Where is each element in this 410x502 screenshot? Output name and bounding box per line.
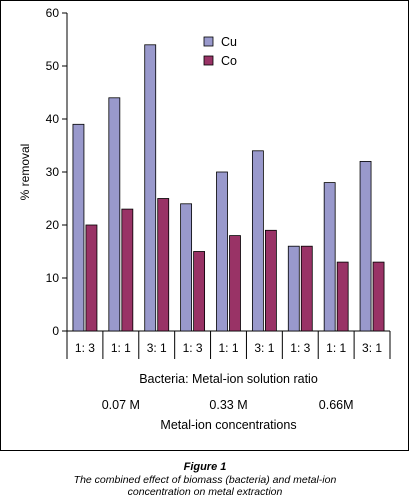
category-label: 1: 1 [218,341,238,355]
y-tick-label: 10 [46,271,60,285]
y-tick-label: 40 [46,112,60,126]
bar-cu [251,150,264,332]
bar-co [85,224,98,332]
category-label: 3: 1 [362,341,382,355]
bar-co [336,261,349,332]
y-tick-label: 20 [46,218,60,232]
chart-frame: 0 10 20 30 40 50 60 % removal 1: 3 1: 1 3: 1 1: 3 1:… [0,0,409,451]
bar-co [372,261,385,332]
legend-swatch-cu [203,36,214,47]
legend-label-co: Co [221,54,237,68]
bars-layer [72,44,385,332]
bar-co [157,198,170,332]
bar-co [121,208,134,332]
y-tick-label: 60 [46,6,60,20]
y-tick-label: 50 [46,59,60,73]
bar-co [229,235,241,332]
axes-layer [62,12,391,359]
category-label: 1: 1 [326,341,346,355]
bar-cu [180,203,193,332]
bar-chart: 0 10 20 30 40 50 60 % removal 1: 3 1: 1 3: 1 1: 3 1:… [18,6,391,432]
category-label: 1: 3 [183,341,203,355]
x-axis-label: Bacteria: Metal-ion solution ratio [139,372,318,386]
bar-cu [216,171,228,332]
bar-cu [359,160,372,332]
y-tick-label: 0 [52,324,59,338]
figure-caption-line-1: The combined effect of biomass (bacteria… [73,474,337,486]
bar-co [264,229,277,332]
y-axis-label: % removal [18,144,32,201]
figure-caption-line-2: concentration on metal extraction [127,486,283,498]
figure-title: Figure 1 [183,461,227,473]
bar-cu [323,182,336,332]
bar-cu [287,245,300,332]
bar-co [300,245,313,332]
y-tick-label: 30 [46,165,60,179]
group-axis-label: Metal-ion concentrations [160,418,296,432]
group-label: 0.66M [319,398,354,412]
bar-cu [144,44,157,332]
bar-cu [72,123,85,332]
category-label: 1: 1 [111,341,131,355]
category-label: 3: 1 [147,341,167,355]
bar-cu [108,97,121,332]
legend: Cu Co [203,35,237,68]
category-label: 3: 1 [254,341,274,355]
group-label: 0.07 M [102,398,140,412]
legend-swatch-co [203,55,214,66]
category-label: 1: 3 [75,341,95,355]
labels-layer: 0 10 20 30 40 50 60 % removal 1: 3 1: 1 3: 1 1: 3 1:… [18,6,382,432]
group-label: 0.33 M [209,398,247,412]
legend-label-cu: Cu [221,35,237,49]
category-label: 1: 3 [290,341,310,355]
bar-co [193,251,206,332]
